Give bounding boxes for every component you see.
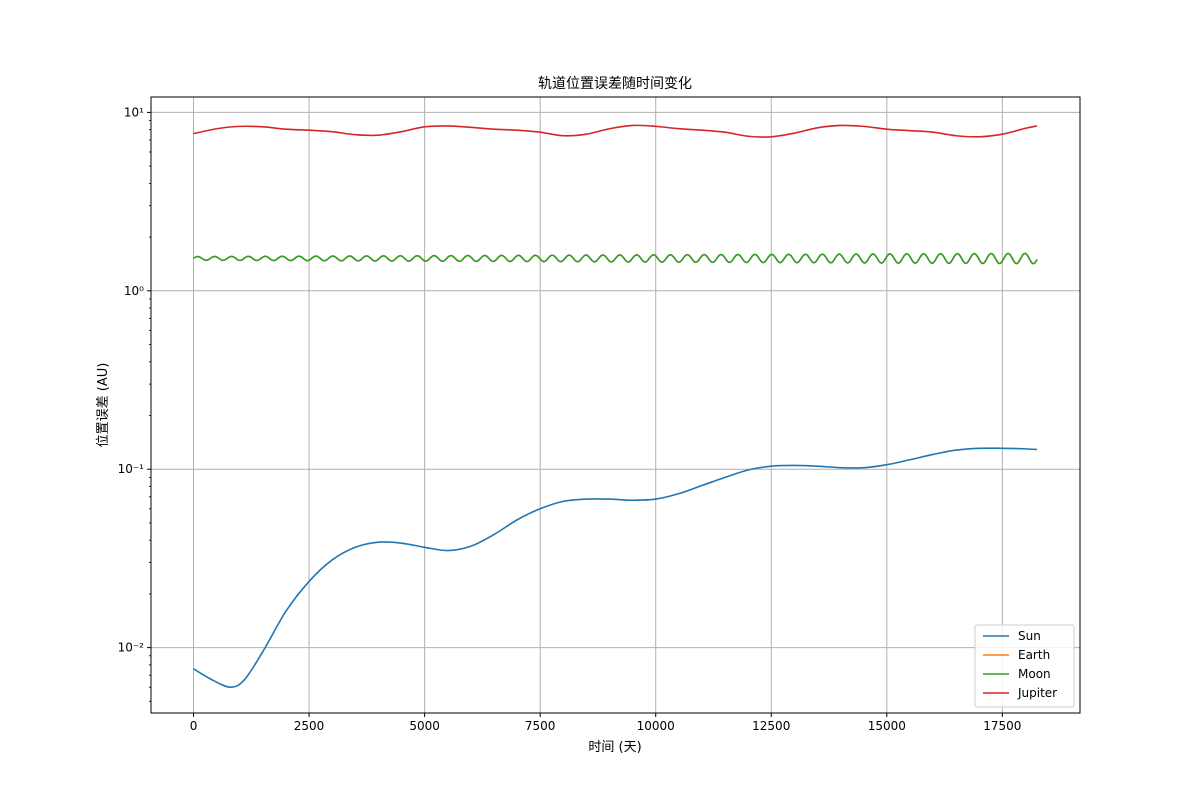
legend-label-sun: Sun bbox=[1018, 629, 1041, 643]
x-tick-label: 10000 bbox=[637, 719, 675, 733]
x-axis: 0 2500 5000 7500 10000 12500 15000 17500 bbox=[190, 713, 1021, 733]
series-layer bbox=[193, 124, 1038, 688]
y-tick-label: 10⁻² bbox=[118, 641, 145, 655]
chart-title: 轨道位置误差随时间变化 bbox=[538, 76, 692, 92]
x-axis-label: 时间 (天) bbox=[588, 740, 641, 755]
legend-box bbox=[974, 624, 1075, 708]
y-tick-label: 10¹ bbox=[124, 105, 144, 119]
y-tick-label: 10⁻¹ bbox=[118, 462, 145, 476]
plot-frame bbox=[150, 96, 1081, 714]
legend-label-moon: Moon bbox=[1018, 667, 1051, 681]
legend: Sun Earth Moon Jupiter bbox=[974, 624, 1075, 708]
x-tick-label: 17500 bbox=[983, 719, 1021, 733]
y-axis: 10⁻² 10⁻¹ 10⁰ 10¹ bbox=[118, 105, 151, 702]
series-line-sun bbox=[193, 447, 1038, 688]
y-axis-label: 位置误差 (AU) bbox=[96, 363, 111, 448]
x-tick-label: 7500 bbox=[525, 719, 556, 733]
series-line-moon bbox=[193, 252, 1038, 265]
legend-label-jupiter: Jupiter bbox=[1017, 686, 1057, 700]
x-tick-label: 12500 bbox=[752, 719, 790, 733]
grid-lines bbox=[151, 97, 1080, 713]
legend-label-earth: Earth bbox=[1018, 648, 1050, 662]
series-line-jupiter bbox=[193, 124, 1038, 138]
x-tick-label: 0 bbox=[190, 719, 198, 733]
x-tick-label: 5000 bbox=[409, 719, 440, 733]
x-tick-label: 15000 bbox=[868, 719, 906, 733]
x-tick-label: 2500 bbox=[294, 719, 325, 733]
y-tick-label: 10⁰ bbox=[124, 284, 144, 298]
